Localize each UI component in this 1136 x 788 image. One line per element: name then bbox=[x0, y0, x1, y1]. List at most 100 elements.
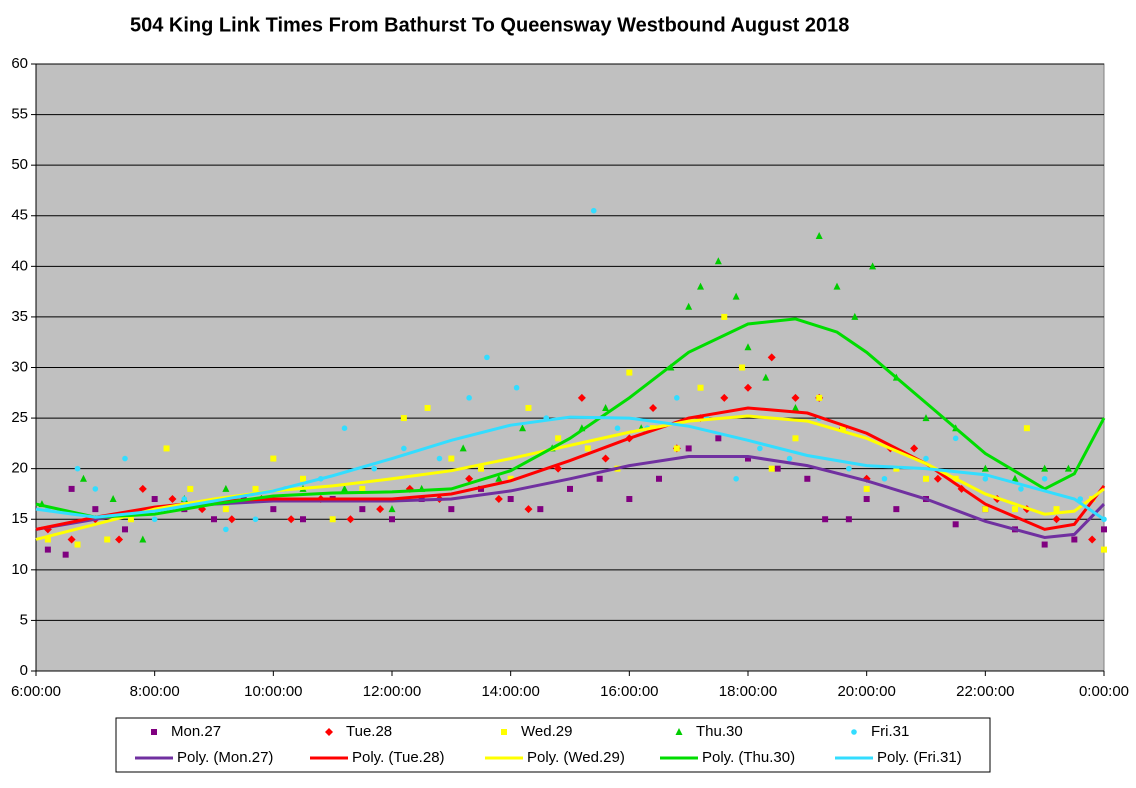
data-point bbox=[138, 484, 147, 493]
data-point bbox=[459, 444, 467, 452]
y-tick-label: 35 bbox=[11, 308, 28, 325]
data-point bbox=[715, 435, 722, 442]
legend-label: Thu.30 bbox=[696, 723, 743, 740]
data-point bbox=[768, 465, 775, 472]
x-tick-label: 20:00:00 bbox=[837, 683, 895, 700]
data-point bbox=[79, 474, 87, 482]
legend-label: Poly. (Thu.30) bbox=[702, 749, 795, 766]
data-point bbox=[187, 485, 194, 492]
data-point bbox=[519, 424, 527, 432]
x-tick-label: 14:00:00 bbox=[481, 683, 539, 700]
data-point bbox=[685, 445, 692, 452]
data-point bbox=[1018, 486, 1024, 492]
data-point bbox=[507, 496, 514, 503]
trend-line bbox=[35, 415, 1105, 521]
data-point bbox=[122, 526, 128, 533]
data-point bbox=[577, 393, 586, 402]
data-point bbox=[211, 516, 217, 523]
data-point bbox=[524, 505, 533, 514]
data-point bbox=[300, 475, 306, 482]
data-point bbox=[614, 425, 621, 432]
legend-swatch bbox=[851, 729, 857, 735]
data-point bbox=[1041, 464, 1049, 472]
y-tick-label: 20 bbox=[11, 460, 28, 477]
legend-label: Fri.31 bbox=[871, 723, 909, 740]
data-point bbox=[92, 486, 99, 492]
legend-label: Poly. (Wed.29) bbox=[527, 749, 625, 766]
data-point bbox=[791, 403, 799, 411]
data-point bbox=[1071, 536, 1078, 543]
data-point bbox=[1023, 425, 1030, 432]
data-point bbox=[376, 505, 385, 514]
legend-label: Mon.27 bbox=[171, 723, 221, 740]
data-point bbox=[115, 535, 124, 544]
data-point bbox=[494, 495, 503, 504]
data-point bbox=[626, 369, 633, 376]
data-point bbox=[465, 474, 474, 483]
data-point bbox=[44, 536, 51, 543]
data-point bbox=[910, 444, 919, 453]
data-point bbox=[674, 395, 680, 401]
data-point bbox=[389, 516, 395, 523]
data-point bbox=[74, 465, 81, 472]
data-point bbox=[952, 521, 959, 528]
data-point bbox=[721, 313, 728, 320]
data-point bbox=[720, 393, 729, 402]
data-point bbox=[222, 506, 229, 513]
data-point bbox=[869, 262, 877, 270]
legend-label: Poly. (Tue.28) bbox=[352, 749, 445, 766]
legend-label: Tue.28 bbox=[346, 723, 392, 740]
data-point bbox=[448, 506, 455, 513]
data-point bbox=[448, 455, 455, 462]
data-point bbox=[846, 465, 852, 472]
data-point bbox=[733, 475, 739, 482]
data-point bbox=[923, 475, 929, 482]
data-point bbox=[92, 506, 99, 513]
data-point bbox=[839, 425, 846, 432]
y-tick-label: 25 bbox=[11, 409, 28, 426]
data-point bbox=[223, 526, 229, 533]
data-point bbox=[163, 445, 170, 452]
data-point bbox=[424, 404, 431, 411]
x-tick-label: 22:00:00 bbox=[956, 683, 1014, 700]
data-point bbox=[1012, 506, 1018, 513]
data-point bbox=[893, 465, 900, 472]
data-point bbox=[359, 506, 366, 513]
data-point bbox=[1088, 535, 1097, 544]
data-point bbox=[67, 535, 76, 544]
y-tick-label: 50 bbox=[11, 156, 28, 173]
data-point bbox=[270, 455, 277, 462]
data-point bbox=[1011, 474, 1019, 482]
data-point bbox=[270, 506, 277, 513]
data-point bbox=[1064, 464, 1072, 472]
data-point bbox=[881, 475, 888, 482]
y-tick-label: 45 bbox=[11, 207, 28, 224]
data-point bbox=[388, 505, 396, 513]
data-point bbox=[851, 312, 859, 320]
data-point bbox=[739, 364, 746, 371]
data-point bbox=[590, 207, 597, 214]
data-point bbox=[845, 516, 852, 523]
data-point bbox=[466, 395, 472, 401]
data-point bbox=[822, 516, 829, 523]
data-point bbox=[816, 394, 823, 401]
data-point bbox=[982, 506, 989, 513]
data-point bbox=[1101, 526, 1107, 533]
data-point bbox=[513, 384, 520, 391]
data-point bbox=[1041, 541, 1048, 548]
data-point bbox=[863, 485, 870, 492]
x-tick-label: 16:00:00 bbox=[600, 683, 658, 700]
data-point bbox=[341, 425, 348, 432]
data-point bbox=[774, 465, 781, 472]
x-tick-label: 10:00:00 bbox=[244, 683, 302, 700]
data-point bbox=[933, 474, 942, 483]
data-point bbox=[584, 445, 591, 452]
data-point bbox=[62, 551, 69, 558]
data-point bbox=[815, 231, 823, 239]
data-point bbox=[359, 485, 366, 492]
data-point bbox=[697, 282, 705, 290]
data-point bbox=[762, 373, 770, 381]
data-point bbox=[371, 465, 378, 472]
data-point bbox=[714, 257, 722, 265]
data-point bbox=[804, 475, 811, 482]
